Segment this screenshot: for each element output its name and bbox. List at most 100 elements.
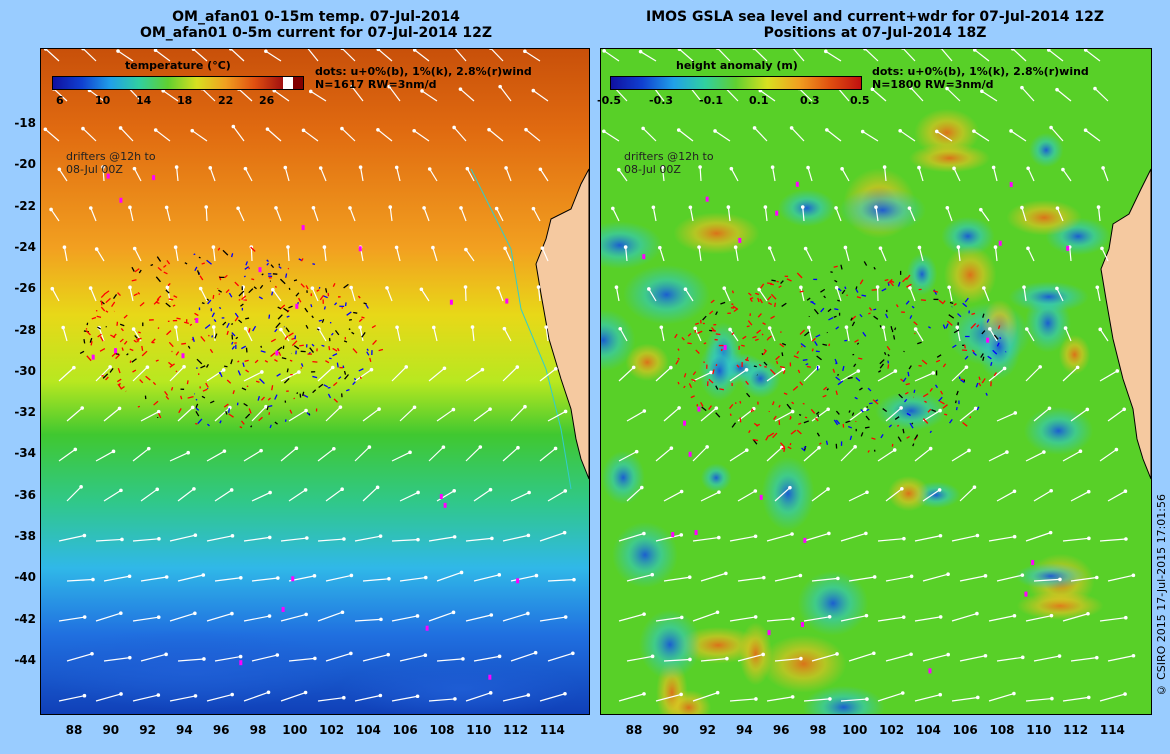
current-arrow	[66, 486, 82, 502]
drifter-track	[325, 360, 330, 364]
drifter-track	[195, 398, 198, 401]
current-arrow	[679, 49, 694, 62]
current-arrow	[877, 692, 903, 702]
current-arrow-head	[757, 287, 761, 292]
drifter-track	[772, 432, 778, 439]
drifter-track	[863, 261, 868, 266]
current-arrow-head	[660, 165, 665, 169]
current-arrow	[769, 327, 776, 342]
drifter-track	[325, 288, 328, 293]
drifter-track	[99, 336, 104, 342]
current-arrow-head	[174, 325, 178, 329]
drifter-track	[753, 365, 757, 368]
drifter-track	[855, 286, 858, 290]
current-arrow	[275, 207, 282, 222]
current-arrow-head	[459, 570, 464, 575]
current-arrow	[206, 369, 225, 382]
current-arrow-head	[94, 247, 99, 251]
drifter-track	[245, 317, 250, 320]
x-axis-label: 88	[625, 723, 643, 737]
drifter-track	[276, 373, 281, 377]
drifter-track	[912, 443, 915, 447]
drifter-track	[781, 302, 787, 307]
current-arrow-head	[617, 167, 621, 172]
drifter-track	[801, 447, 806, 452]
current-arrow-head	[931, 371, 936, 375]
drifter-track	[872, 399, 879, 405]
current-arrow	[359, 327, 364, 342]
current-arrow-head	[1093, 86, 1097, 91]
drifter-track	[132, 369, 137, 373]
current-arrow-head	[835, 652, 839, 656]
current-arrow	[547, 652, 574, 662]
drifter-track	[834, 279, 838, 283]
current-arrow	[618, 169, 628, 182]
drifter-track	[982, 356, 985, 361]
current-arrow-head	[1020, 205, 1024, 210]
current-arrow	[362, 486, 379, 502]
temp-tick-10: 10	[95, 94, 111, 107]
drifter-track	[736, 364, 740, 368]
drifter-track	[997, 325, 1001, 330]
drifter-track	[834, 308, 839, 311]
drifter-track	[860, 408, 864, 413]
current-arrow-head	[983, 574, 988, 578]
current-arrow-head	[193, 694, 198, 698]
drifter-track	[780, 280, 784, 284]
current-arrow-head	[1087, 536, 1091, 541]
drifter-track	[828, 316, 834, 321]
current-arrow	[951, 449, 970, 462]
current-arrow-head	[420, 89, 424, 93]
drifter-track	[145, 375, 151, 381]
drifter-track	[746, 392, 751, 398]
current-arrow-head	[156, 693, 161, 697]
drifter-track	[770, 293, 777, 300]
current-arrow-head	[988, 327, 992, 331]
current-arrow-head	[540, 246, 545, 250]
drifter-track	[749, 298, 753, 302]
anomaly-blob	[623, 264, 710, 325]
current-arrow-head	[1024, 327, 1029, 331]
drifter-track	[860, 432, 864, 437]
current-arrow	[524, 50, 541, 62]
current-arrow-head	[221, 368, 226, 372]
drifter-track	[309, 347, 315, 353]
current-arrow-head	[502, 326, 507, 331]
current-arrow-head	[553, 446, 558, 451]
current-arrow-head	[679, 615, 684, 620]
drifter-track	[316, 328, 320, 331]
current-arrow-head	[228, 49, 233, 51]
drifter-track	[739, 400, 742, 404]
current-arrow-head	[1094, 575, 1099, 580]
drifter-track	[226, 322, 230, 329]
drifter-track	[79, 350, 85, 355]
drifter-track	[799, 381, 804, 386]
current-arrow-head	[697, 245, 701, 249]
drifter-track	[768, 410, 771, 413]
current-arrow	[980, 209, 990, 222]
x-axis-label: 108	[429, 723, 455, 737]
drifter-track	[358, 368, 364, 372]
drifter-track	[815, 411, 820, 415]
current-arrow	[663, 658, 690, 662]
anomaly-blob	[1028, 132, 1064, 168]
drifter-track	[202, 388, 208, 392]
drifter-track	[820, 307, 825, 313]
drifter-track	[701, 406, 707, 412]
current-arrow-head	[132, 246, 137, 251]
current-arrow	[169, 452, 189, 462]
current-arrow	[626, 574, 653, 582]
drifter-track	[884, 278, 889, 282]
drifter-track	[867, 387, 872, 392]
current-arrow-head	[264, 404, 268, 409]
right-title-line2: Positions at 07-Jul-2014 18Z	[763, 25, 987, 41]
current-arrow	[396, 247, 401, 262]
current-arrow-head	[1012, 489, 1017, 494]
current-arrow	[729, 449, 748, 462]
current-arrow	[251, 577, 278, 582]
drifter-track	[131, 279, 137, 282]
drifter-track	[745, 356, 749, 361]
current-arrow	[214, 656, 241, 662]
drifter-track	[343, 283, 349, 289]
drifter-track	[269, 424, 272, 429]
